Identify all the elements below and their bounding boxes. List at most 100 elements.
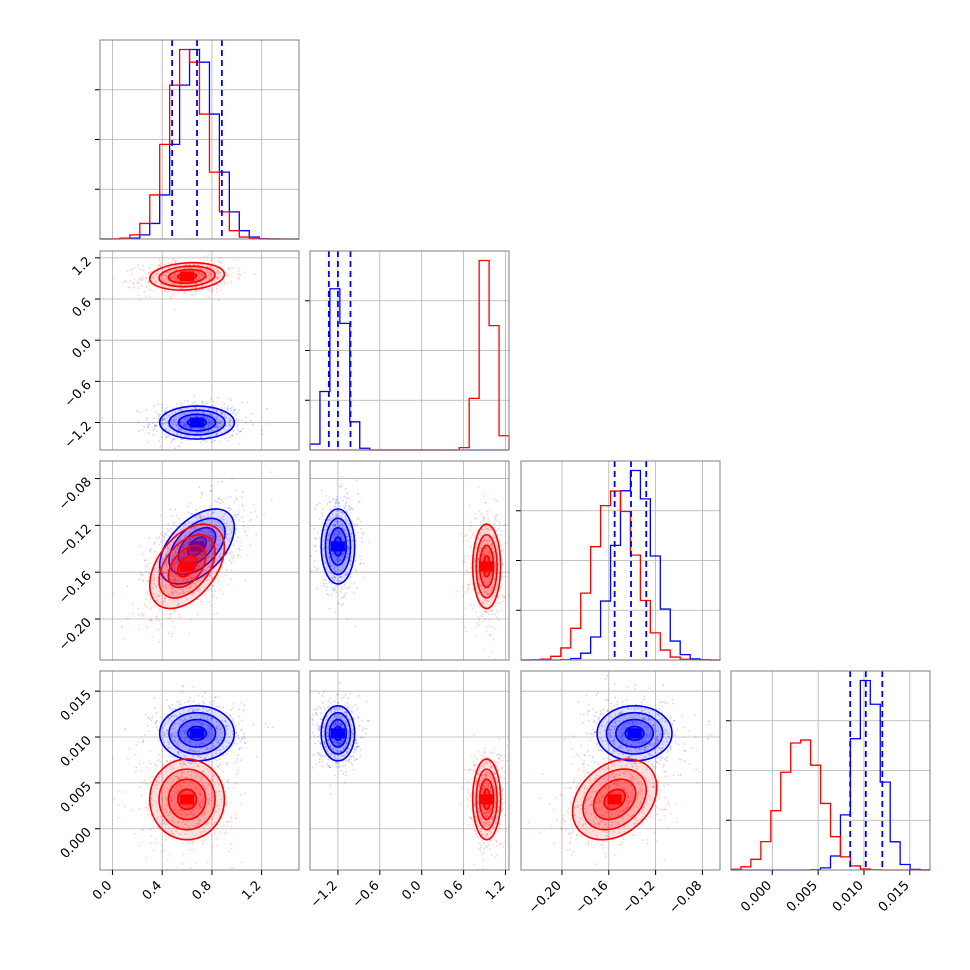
sample-point (225, 274, 228, 277)
sample-point (478, 550, 480, 553)
sample-point (482, 602, 485, 605)
sample-point (207, 420, 210, 422)
sample-point (488, 539, 491, 542)
sample-point (163, 748, 166, 751)
sample-point (142, 613, 145, 616)
sample-point (177, 429, 180, 432)
sample-point (489, 591, 491, 594)
sample-point (208, 822, 210, 824)
sample-point (322, 552, 325, 555)
sample-point (355, 586, 358, 589)
sample-point (145, 605, 148, 608)
sample-point (226, 825, 229, 827)
sample-point (142, 578, 145, 581)
sample-point (213, 537, 215, 540)
sample-point (211, 404, 214, 407)
sample-point (233, 409, 236, 412)
sample-point (163, 741, 165, 744)
sample-point (188, 576, 191, 579)
sample-point (155, 424, 158, 427)
sample-point (176, 784, 179, 786)
sample-point (197, 579, 200, 582)
sample-point (471, 608, 474, 610)
sample-point (483, 539, 486, 542)
sample-point (216, 524, 218, 527)
sample-point (207, 538, 210, 541)
sample-point (214, 434, 217, 437)
sample-point (170, 798, 173, 800)
sample-point (167, 561, 170, 564)
axis-frame (99, 670, 300, 871)
sample-point (234, 813, 237, 816)
sample-point (341, 567, 344, 570)
sample-point (314, 545, 316, 548)
sample-point (212, 585, 214, 588)
sample-point (201, 554, 204, 557)
sample-point (340, 533, 343, 536)
sample-point (201, 805, 204, 808)
sample-point (156, 764, 159, 767)
sample-point (216, 547, 219, 549)
sample-point (181, 690, 184, 693)
sample-point (157, 729, 160, 732)
sample-point (199, 793, 202, 796)
sample-point (161, 844, 164, 847)
sample-point (169, 276, 172, 279)
sample-point (183, 544, 186, 547)
sample-point (488, 520, 491, 523)
sample-point (191, 594, 194, 597)
sample-point (214, 499, 216, 502)
sample-point (204, 787, 207, 790)
sample-point (197, 590, 199, 592)
sample-point (182, 409, 185, 412)
sample-point (333, 505, 335, 508)
sample-point (175, 547, 178, 550)
sample-point (182, 551, 185, 554)
sample-point (494, 613, 497, 616)
sample-point (182, 721, 185, 723)
sample-point (225, 803, 228, 806)
sample-point (194, 787, 197, 789)
panel-0-0 (99, 40, 299, 240)
sample-point (236, 760, 239, 763)
sample-point (182, 760, 185, 763)
sample-point (196, 578, 199, 581)
sample-point (231, 717, 234, 720)
sample-point (171, 531, 174, 534)
sample-point (203, 742, 206, 745)
sample-point (177, 561, 179, 564)
sample-point (208, 760, 210, 762)
sample-point (171, 794, 174, 797)
sample-point (181, 809, 184, 812)
sample-point (127, 617, 129, 620)
sample-point (183, 422, 186, 425)
sample-point (230, 816, 233, 818)
sample-point (217, 725, 220, 728)
sample-point (200, 723, 203, 726)
sample-point (190, 774, 192, 777)
sample-point (216, 278, 219, 280)
sample-point (146, 593, 149, 596)
sample-point (209, 274, 212, 276)
sample-point (150, 547, 153, 550)
sample-point (474, 574, 476, 577)
sample-point (483, 587, 486, 590)
sample-point (166, 804, 169, 807)
sample-point (174, 415, 177, 418)
sample-point (191, 750, 194, 753)
sample-point (483, 547, 486, 550)
sample-point (155, 617, 158, 620)
sample-point (218, 422, 221, 425)
sample-point (186, 598, 188, 601)
panel-1-1 (309, 251, 510, 451)
sample-point (191, 287, 193, 289)
histogram-red (520, 490, 721, 661)
sample-point (481, 621, 484, 623)
sample-point (347, 540, 350, 542)
sample-point (183, 826, 185, 829)
sample-point (141, 781, 144, 784)
sample-point (163, 576, 166, 579)
sample-point (162, 557, 165, 560)
sample-point (499, 534, 502, 536)
sample-point (207, 800, 210, 803)
